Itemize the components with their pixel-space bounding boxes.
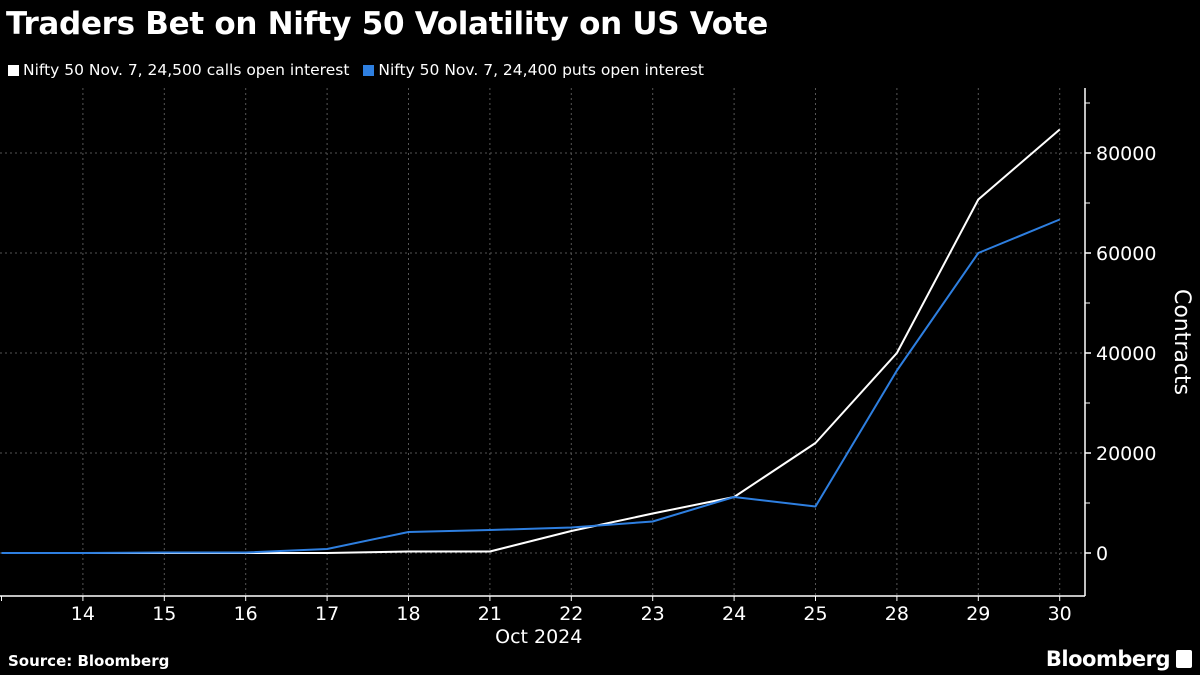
x-tick-label: 30 (1048, 603, 1072, 625)
y-tick-label: 60000 (1096, 243, 1156, 265)
x-tick-label: 22 (559, 603, 583, 625)
x-tick-label: 29 (966, 603, 990, 625)
x-tick-label: 18 (396, 603, 420, 625)
chart-icon (1176, 650, 1192, 668)
y-axis-label: Contracts (1169, 289, 1194, 395)
bloomberg-logo: Bloomberg (1046, 647, 1192, 671)
x-tick-label: 14 (71, 603, 95, 625)
legend-label-calls: Nifty 50 Nov. 7, 24,500 calls open inter… (23, 61, 350, 79)
x-tick-label: 23 (641, 603, 665, 625)
x-tick-label: 16 (234, 603, 258, 625)
series-line-puts (1, 218, 1061, 554)
x-tick-label: 21 (478, 603, 502, 625)
legend-item-puts: Nifty 50 Nov. 7, 24,400 puts open intere… (363, 61, 704, 79)
legend: Nifty 50 Nov. 7, 24,500 calls open inter… (8, 61, 704, 79)
y-tick-label: 80000 (1096, 143, 1156, 165)
y-tick-label: 20000 (1096, 443, 1156, 465)
legend-swatch-calls (8, 64, 19, 76)
x-tick-label: 15 (152, 603, 176, 625)
legend-swatch-puts (363, 64, 375, 76)
legend-item-calls: Nifty 50 Nov. 7, 24,500 calls open inter… (8, 61, 349, 79)
x-tick-label: 28 (885, 603, 909, 625)
x-tick-label: 24 (722, 603, 746, 625)
x-tick-label: 25 (803, 603, 827, 625)
y-tick-label: 0 (1096, 543, 1108, 565)
brand-name: Bloomberg (1045, 647, 1171, 671)
x-axis-label: Oct 2024 (495, 626, 582, 648)
chart-title: Traders Bet on Nifty 50 Volatility on US… (6, 6, 768, 42)
y-tick-label: 40000 (1096, 343, 1156, 365)
x-tick-label: 17 (315, 603, 339, 625)
source-note: Source: Bloomberg (8, 652, 170, 670)
legend-label-puts: Nifty 50 Nov. 7, 24,400 puts open intere… (378, 61, 704, 79)
series-line-calls (1, 128, 1061, 554)
